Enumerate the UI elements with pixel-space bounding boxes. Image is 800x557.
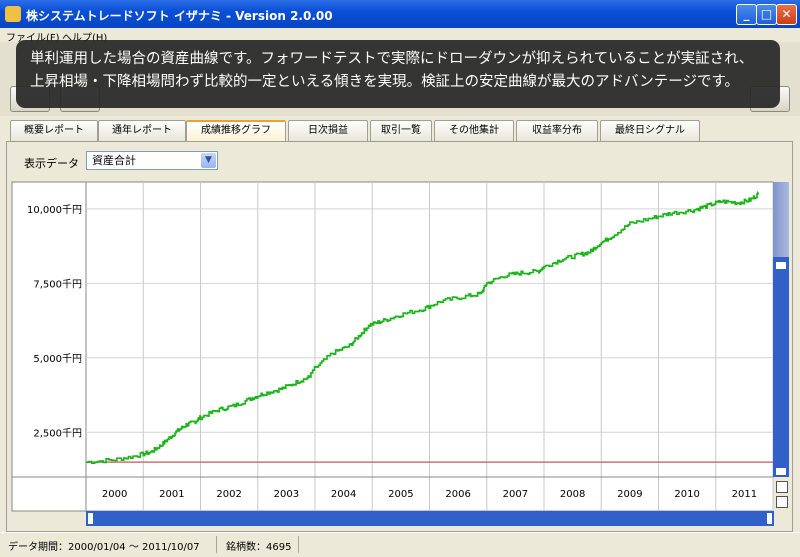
title-bar: 株システムトレードソフト イザナミ - Version 2.0.00 _ □ ✕ [0, 0, 800, 28]
x-tick-label: 2009 [617, 489, 642, 500]
tooltip-line-1: 単利運用した場合の資産曲線です。フォワードテストで実際にドローダウンが抑えられて… [30, 51, 754, 67]
window-title: 株システムトレードソフト イザナミ - Version 2.0.00 [26, 9, 333, 23]
x-tick-label: 2011 [732, 489, 757, 500]
chevron-down-icon[interactable]: ▼ [201, 153, 216, 168]
x-tick-label: 2007 [503, 489, 528, 500]
option-checkbox-2[interactable] [776, 496, 788, 508]
scroll-marker [776, 262, 786, 269]
display-data-select[interactable]: 資産合計 ▼ [86, 151, 218, 170]
close-button[interactable]: ✕ [776, 4, 797, 25]
x-tick-label: 2004 [331, 489, 356, 500]
y-tick-label: 5,000千円 [33, 353, 82, 365]
horizontal-scroll-handle-right[interactable] [767, 513, 772, 524]
explanation-tooltip: 単利運用した場合の資産曲線です。フォワードテストで実際にドローダウンが抑えられて… [16, 40, 780, 108]
status-bar: データ期間：2000/01/04 〜 2011/10/07 銘柄数：4695 [0, 532, 800, 557]
vertical-scrollbar-thumb[interactable] [773, 182, 789, 257]
status-stock-count: 銘柄数：4695 [226, 542, 292, 553]
series-line-asset-total [86, 190, 760, 465]
tab-last-day-signal[interactable]: 最終日シグナル [600, 120, 700, 141]
status-data-period: データ期間：2000/01/04 〜 2011/10/07 [8, 542, 200, 553]
x-tick-label: 2000 [102, 489, 127, 500]
vertical-scrollbar[interactable] [773, 182, 789, 477]
y-tick-label: 10,000千円 [27, 204, 82, 216]
menu-file[interactable]: ファイル(F) [6, 33, 60, 44]
tab-other-stats[interactable]: その他集計 [434, 120, 514, 141]
x-tick-label: 2003 [274, 489, 299, 500]
x-tick-label: 2008 [560, 489, 585, 500]
display-data-value: 資産合計 [92, 154, 136, 167]
option-checkbox-1[interactable] [776, 481, 788, 493]
tooltip-line-2: 上昇相場・下降相場問わず比較的一定といえる傾きを実現。検証上の安定曲線が最大のア… [30, 74, 740, 90]
tab-bar: 概要レポート 通年レポート 成績推移グラフ 日次損益 取引一覧 その他集計 収益… [6, 120, 796, 142]
y-tick-label: 7,500千円 [33, 278, 82, 290]
horizontal-scrollbar[interactable] [86, 511, 774, 526]
y-tick-label: 2,500千円 [33, 427, 82, 439]
tab-annual-report[interactable]: 通年レポート [98, 120, 186, 141]
menu-help[interactable]: ヘルプ(H) [62, 33, 108, 44]
app-icon [5, 6, 21, 22]
x-tick-label: 2006 [445, 489, 470, 500]
x-tick-label: 2010 [674, 489, 699, 500]
display-data-label: 表示データ [24, 157, 79, 170]
scroll-marker [776, 468, 786, 475]
tab-trade-list[interactable]: 取引一覧 [370, 120, 432, 141]
tab-return-distribution[interactable]: 収益率分布 [516, 120, 598, 141]
horizontal-scroll-handle-left[interactable] [88, 513, 93, 524]
tab-summary-report[interactable]: 概要レポート [10, 120, 98, 141]
x-tick-label: 2001 [159, 489, 184, 500]
x-tick-label: 2005 [388, 489, 413, 500]
tab-daily-pnl[interactable]: 日次損益 [288, 120, 368, 141]
tab-performance-graph[interactable]: 成績推移グラフ [186, 120, 286, 141]
x-tick-label: 2002 [216, 489, 241, 500]
menu-bar: ファイル(F) ヘルプ(H) [0, 28, 800, 44]
